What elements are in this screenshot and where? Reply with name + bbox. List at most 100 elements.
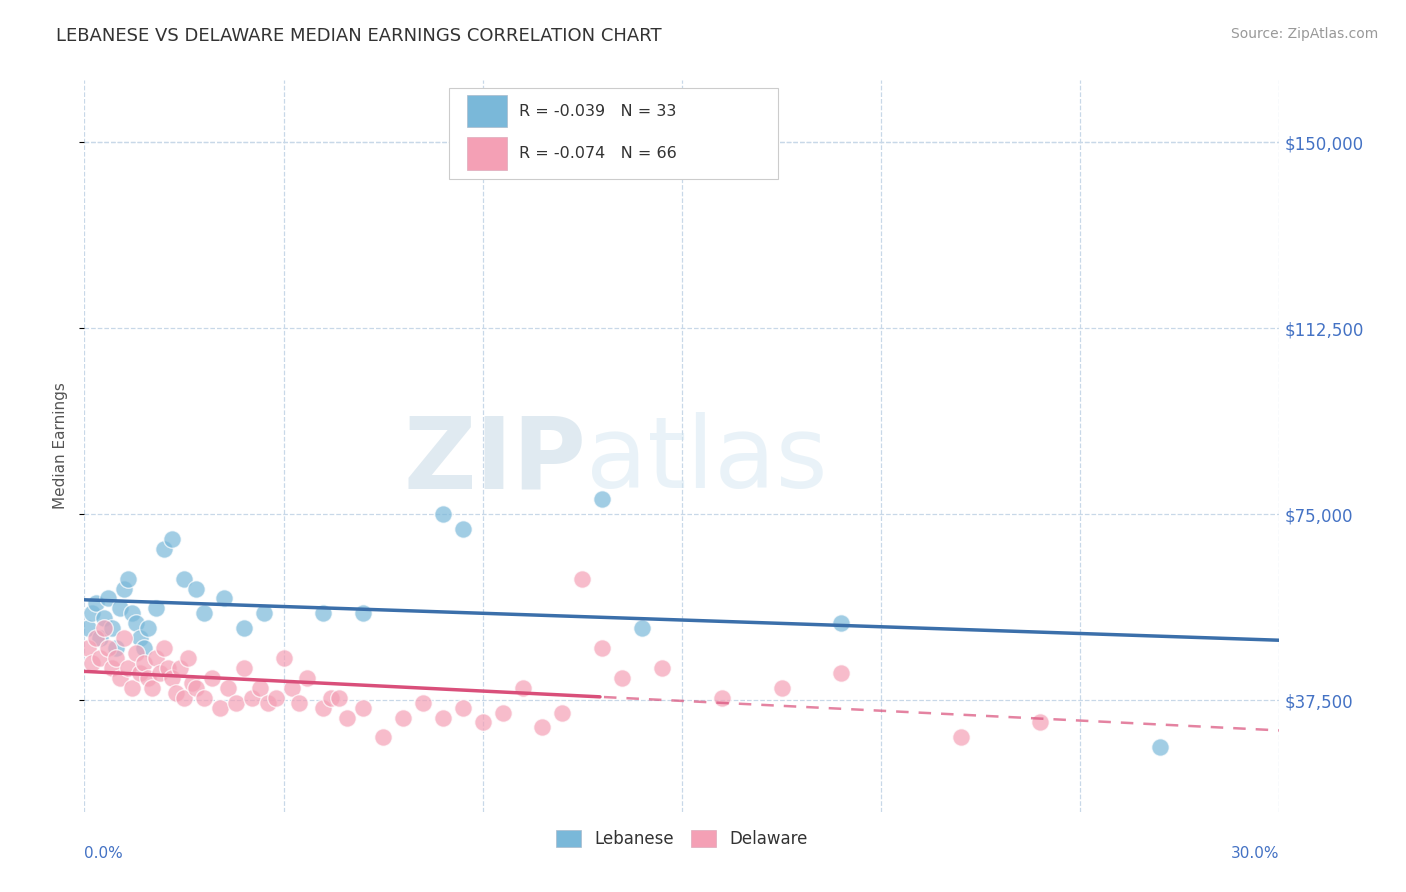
Point: [77, 641, 100, 656]
Y-axis label: Median Earnings: Median Earnings: [53, 383, 69, 509]
Point: [121, 607, 143, 621]
Point: [105, 651, 128, 665]
Point: [312, 607, 335, 621]
Point: [169, 661, 191, 675]
Point: [86, 631, 108, 645]
Point: [492, 706, 515, 720]
Point: [89, 631, 111, 645]
Point: [288, 696, 311, 710]
Point: [105, 641, 128, 656]
Text: 30.0%: 30.0%: [1232, 847, 1279, 862]
Text: 0.0%: 0.0%: [84, 847, 124, 862]
Point: [145, 651, 167, 665]
Text: Source: ZipAtlas.com: Source: ZipAtlas.com: [1230, 27, 1378, 41]
Point: [412, 696, 434, 710]
Point: [145, 601, 167, 615]
Point: [830, 665, 852, 680]
Point: [352, 607, 374, 621]
Point: [297, 671, 319, 685]
Point: [232, 661, 254, 675]
Text: R = -0.039   N = 33: R = -0.039 N = 33: [519, 103, 676, 119]
Point: [97, 591, 120, 606]
Point: [451, 522, 474, 536]
Point: [181, 675, 204, 690]
Point: [208, 700, 231, 714]
Point: [110, 671, 132, 685]
Point: [136, 671, 159, 685]
Point: [136, 621, 159, 635]
Point: [212, 591, 235, 606]
Point: [949, 731, 972, 745]
Point: [264, 690, 287, 705]
Point: [153, 541, 176, 556]
Point: [253, 607, 276, 621]
Point: [101, 621, 124, 635]
Point: [1149, 740, 1171, 755]
Point: [193, 690, 215, 705]
Point: [93, 621, 115, 635]
Point: [101, 661, 124, 675]
Point: [392, 710, 415, 724]
Point: [432, 507, 454, 521]
Point: [321, 690, 343, 705]
Point: [110, 601, 132, 615]
Point: [121, 681, 143, 695]
Point: [141, 681, 163, 695]
Point: [591, 641, 613, 656]
Text: ZIP: ZIP: [404, 412, 586, 509]
Point: [1029, 715, 1052, 730]
Text: atlas: atlas: [586, 412, 828, 509]
Point: [82, 656, 104, 670]
Point: [86, 597, 108, 611]
Point: [571, 572, 593, 586]
Point: [591, 492, 613, 507]
Point: [240, 690, 263, 705]
Point: [82, 607, 104, 621]
Point: [256, 696, 278, 710]
Point: [352, 700, 374, 714]
Point: [173, 572, 195, 586]
Point: [117, 661, 139, 675]
FancyBboxPatch shape: [467, 137, 508, 169]
Point: [157, 661, 180, 675]
Point: [184, 582, 207, 596]
Point: [232, 621, 254, 635]
Point: [129, 631, 152, 645]
Point: [612, 671, 634, 685]
Point: [112, 582, 135, 596]
Point: [153, 641, 176, 656]
Point: [89, 651, 111, 665]
Point: [830, 616, 852, 631]
Point: [173, 690, 195, 705]
Point: [432, 710, 454, 724]
Point: [132, 641, 156, 656]
Point: [551, 706, 574, 720]
Text: R = -0.074   N = 66: R = -0.074 N = 66: [519, 146, 678, 161]
Point: [312, 700, 335, 714]
Point: [373, 731, 395, 745]
Point: [97, 641, 120, 656]
Point: [177, 651, 200, 665]
Point: [149, 665, 172, 680]
Point: [651, 661, 673, 675]
Point: [93, 611, 115, 625]
Point: [117, 572, 139, 586]
Point: [531, 720, 554, 734]
Point: [160, 532, 183, 546]
Text: LEBANESE VS DELAWARE MEDIAN EARNINGS CORRELATION CHART: LEBANESE VS DELAWARE MEDIAN EARNINGS COR…: [56, 27, 662, 45]
Point: [125, 646, 148, 660]
Point: [217, 681, 239, 695]
Point: [184, 681, 207, 695]
Point: [336, 710, 359, 724]
Point: [631, 621, 654, 635]
Point: [280, 681, 302, 695]
Legend: Lebanese, Delaware: Lebanese, Delaware: [550, 823, 814, 855]
Point: [193, 607, 215, 621]
Point: [770, 681, 793, 695]
FancyBboxPatch shape: [449, 87, 778, 179]
Point: [328, 690, 350, 705]
Point: [249, 681, 271, 695]
Point: [132, 656, 156, 670]
Point: [129, 665, 152, 680]
Point: [710, 690, 733, 705]
